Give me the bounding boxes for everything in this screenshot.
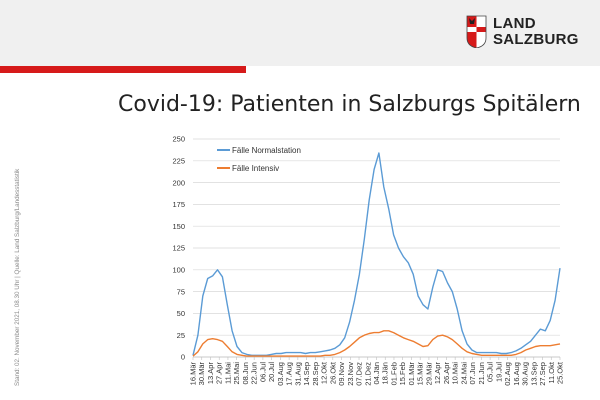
x-tick-label: 26.Apr <box>442 362 451 385</box>
y-tick-label: 125 <box>172 244 185 253</box>
x-tick-label: 31.Aug <box>293 362 302 386</box>
axes <box>192 356 561 360</box>
x-tick-label: 13.Apr <box>206 362 215 385</box>
header-band <box>0 0 600 66</box>
x-tick-label: 13.Sep <box>529 362 538 386</box>
x-tick-label: 11.Mai <box>223 362 232 384</box>
x-tick-label: 25.Mai <box>232 362 241 385</box>
x-tick-label: 17.Aug <box>285 362 294 386</box>
y-tick-label: 225 <box>172 157 185 166</box>
x-tick-label: 23.Nov <box>346 362 355 386</box>
x-tick-label: 15.Mär <box>416 361 425 385</box>
y-tick-label: 175 <box>172 200 185 209</box>
x-tick-label: 09.Nov <box>337 362 346 386</box>
x-tick-label: 22.Jun <box>250 362 259 385</box>
x-tick-labels: 16.Mär 30.Mär 13.Apr 27.Apr 11.Mai 25.Mai 08.J… <box>189 361 565 386</box>
x-tick-label: 06.Jul <box>258 362 267 382</box>
y-tick-label: 75 <box>177 287 185 296</box>
x-tick-label: 07.Jun <box>468 362 477 385</box>
logo-line2: SALZBURG <box>493 31 579 48</box>
x-tick-label: 07.Dez <box>355 362 364 386</box>
legend: Fälle Normalstation Fälle Intensiv <box>217 146 301 173</box>
x-tick-label: 08.Jun <box>241 362 250 385</box>
x-tick-label: 14.Sep <box>302 362 311 386</box>
accent-bar <box>0 66 246 73</box>
x-tick-label: 27.Apr <box>215 362 224 385</box>
coat-of-arms-icon <box>466 15 487 48</box>
logo-text: LAND SALZBURG <box>493 16 579 48</box>
land-salzburg-logo: LAND SALZBURG <box>466 14 586 54</box>
y-tick-label: 250 <box>172 135 185 144</box>
x-tick-label: 01.Mär <box>407 361 416 385</box>
y-tick-label: 150 <box>172 222 185 231</box>
x-tick-label: 18.Jän <box>381 362 390 385</box>
x-tick-label: 04.Jän <box>372 362 381 385</box>
x-tick-label: 12.Apr <box>433 362 442 385</box>
x-tick-label: 16.Mär <box>189 361 198 385</box>
x-tick-label: 27.Sep <box>538 362 547 386</box>
x-tick-label: 25.Okt <box>556 361 565 384</box>
y-tick-label: 25 <box>177 331 185 340</box>
x-tick-label: 30.Mär <box>197 361 206 385</box>
x-tick-label: 10.Mai <box>451 362 460 385</box>
x-tick-label: 11.Okt <box>547 361 556 383</box>
x-tick-label: 20.Jul <box>267 362 276 382</box>
series-line-intensiv <box>192 330 561 357</box>
x-tick-label: 21.Dez <box>363 362 372 386</box>
x-tick-label: 19.Jul <box>494 362 503 382</box>
y-tick-label: 200 <box>172 178 185 187</box>
x-tick-label: 21.Jun <box>477 362 486 385</box>
legend-label: Fälle Intensiv <box>232 164 279 173</box>
logo-line1: LAND <box>493 15 536 32</box>
x-tick-label: 12.Okt <box>320 361 329 384</box>
series-lines <box>192 152 561 357</box>
x-tick-label: 01.Feb <box>389 362 398 385</box>
x-tick-label: 24.Mai <box>459 362 468 385</box>
y-tick-label: 0 <box>181 353 185 362</box>
legend-label: Fälle Normalstation <box>232 146 301 155</box>
x-tick-label: 29.Mär <box>424 361 433 385</box>
x-tick-label: 28.Sep <box>311 362 320 386</box>
x-tick-label: 05.Jul <box>486 362 495 382</box>
x-tick-label: 02.Aug <box>503 362 512 386</box>
x-tick-label: 30.Aug <box>521 362 530 386</box>
x-tick-label: 03.Aug <box>276 362 285 386</box>
y-tick-label: 50 <box>177 309 185 318</box>
x-tick-label: 15.Feb <box>398 362 407 385</box>
x-tick-label: 26.Okt <box>328 361 337 384</box>
y-tick-label: 100 <box>172 266 185 275</box>
page-title: Covid-19: Patienten in Salzburgs Spitäle… <box>118 92 581 117</box>
y-tick-labels: 0 25 50 75 100 125 150 175 200 225 250 <box>172 135 185 362</box>
series-line-normalstation <box>192 152 561 356</box>
x-tick-label: 16.Aug <box>512 362 521 386</box>
